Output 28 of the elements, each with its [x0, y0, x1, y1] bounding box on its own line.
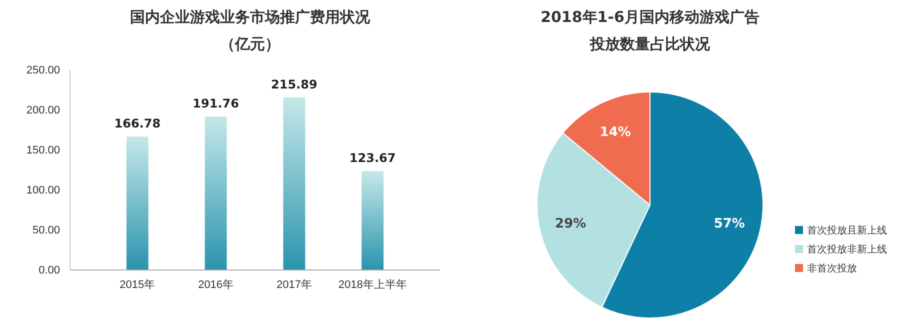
x-tick-label: 2017年: [276, 278, 312, 291]
data-label: 215.89: [271, 77, 318, 92]
chart-title: 国内企业游戏业务市场推广费用状况: [130, 8, 371, 26]
x-tick-label: 2018年上半年: [338, 278, 407, 291]
data-label: 123.67: [349, 151, 396, 166]
legend-label: 首次投放非新上线: [807, 244, 887, 256]
data-label: 14%: [600, 124, 631, 140]
y-tick-label: 150.00: [26, 144, 60, 157]
y-tick-label: 0.00: [38, 264, 60, 277]
x-tick-label: 2016年: [198, 278, 234, 291]
data-label: 166.78: [114, 116, 161, 131]
y-tick-label: 50.00: [32, 224, 60, 237]
y-tick-label: 100.00: [26, 184, 60, 197]
data-label: 57%: [714, 216, 745, 232]
x-tick-label: 2015年: [120, 278, 156, 291]
data-label: 191.76: [192, 96, 239, 111]
data-label: 29%: [555, 216, 586, 232]
y-tick-label: 200.00: [26, 104, 60, 117]
bar: [362, 171, 384, 270]
legend-label: 首次投放且新上线: [807, 224, 887, 236]
bar: [204, 116, 227, 270]
legend-label: 非首次投放: [807, 262, 857, 274]
chart-subtitle: 投放数量占比状况: [589, 35, 711, 53]
y-tick-label: 250.00: [26, 64, 60, 77]
bar: [126, 136, 148, 270]
chart-title: 2018年1-6月国内移动游戏广告: [540, 8, 760, 26]
bar: [283, 97, 306, 270]
chart-subtitle: （亿元）: [220, 35, 280, 53]
